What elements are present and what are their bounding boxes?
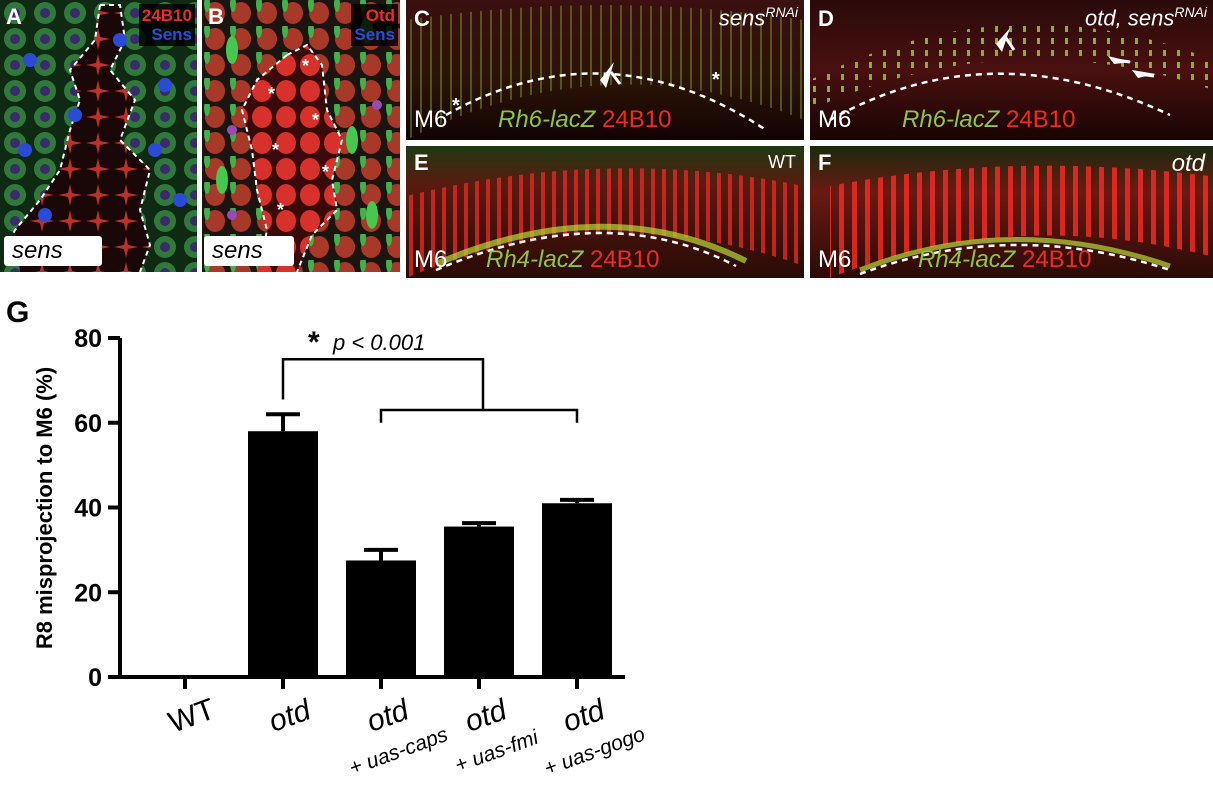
panel-b-stain-blue: Sens <box>354 25 395 44</box>
panel-f-layer-label: M6 <box>818 246 852 273</box>
panel-a-image: A 24B10 Sens sens <box>0 0 197 272</box>
panel-e-image: E WT M6 Rh4-lacZ 24B10 <box>406 146 804 278</box>
y-tick-label: 60 <box>74 410 102 438</box>
panel-e-reporter-gene: Rh4-lacZ <box>486 246 584 273</box>
panel-b-clone-label: sens <box>204 236 294 266</box>
panel-b-asterisk: * <box>322 162 329 182</box>
x-tick-label: otd <box>363 693 415 739</box>
panel-c-micrograph: * * <box>406 0 804 140</box>
x-tick-sublabel: + uas-gogo <box>541 723 648 781</box>
panel-d-reporter-gene: Rh6-lacZ <box>902 106 1000 133</box>
panel-d-title: otd, sensRNAi <box>1085 4 1207 31</box>
x-tick-label: otd <box>559 693 611 739</box>
x-tick-label-group: otd+ uas-caps <box>346 693 451 780</box>
significance-pvalue: p < 0.001 <box>332 330 425 355</box>
panel-e-layer-label: M6 <box>414 246 448 273</box>
x-tick-label-group: otd+ uas-gogo <box>541 693 648 781</box>
panel-g-bar-chart: G R8 misprojection to M6 (%) 0 20 40 60 80 W… <box>6 296 648 781</box>
bracket-upper <box>281 357 485 411</box>
panel-f-image: F otd M6 Rh4-lacZ 24B10 <box>810 146 1213 278</box>
panel-c-image: * * C sensRNAi M6 Rh6-lacZ 24B10 <box>406 0 804 140</box>
panel-c-reporter-gene: Rh6-lacZ <box>498 106 596 133</box>
y-tick-label: 0 <box>88 664 102 692</box>
x-tick-label-group: otd+ uas-fmi <box>452 693 543 777</box>
panel-d-letter: D <box>818 6 834 31</box>
panel-a-stain-blue: Sens <box>151 25 192 44</box>
panel-f-reporter: Rh4-lacZ 24B10 <box>918 246 1091 274</box>
significance-bracket: * p < 0.001 <box>281 326 579 423</box>
x-tick-label: otd <box>265 693 317 739</box>
panel-c-title-sup: RNAi <box>765 4 798 20</box>
panel-c-reporter-ab: 24B10 <box>602 106 672 133</box>
bar <box>542 503 612 677</box>
panel-b-stain-red: Otd <box>365 6 395 25</box>
panel-b-asterisk: * <box>277 200 284 220</box>
panel-f-micrograph <box>810 146 1213 278</box>
panel-a-letter: A <box>6 4 22 29</box>
panel-d-layer-label: M6 <box>818 106 852 133</box>
panel-e-micrograph <box>406 146 804 278</box>
panel-e-title: WT <box>768 152 796 172</box>
panel-c-title-text: sens <box>718 5 766 31</box>
x-tick-label-group: WT <box>164 693 219 740</box>
panel-a-stain-red: 24B10 <box>141 6 192 25</box>
bracket-lower <box>379 408 579 423</box>
x-tick-sublabel: + uas-caps <box>346 723 451 780</box>
panel-c-letter: C <box>414 6 430 31</box>
significance-star: * <box>308 326 320 359</box>
panel-f-title: otd <box>1171 150 1205 177</box>
x-tick-sublabel: + uas-fmi <box>452 725 543 777</box>
svg-text:*: * <box>452 95 460 117</box>
panel-f-reporter-ab: 24B10 <box>1022 246 1092 273</box>
x-tick-label: otd <box>461 693 513 739</box>
x-tick-label-group: otd <box>265 693 317 739</box>
y-tick-label: 80 <box>74 325 102 353</box>
y-tick-label: 20 <box>74 579 102 607</box>
chart-bars <box>248 412 612 677</box>
panel-c-title: sensRNAi <box>719 4 798 31</box>
panel-d-micrograph <box>810 0 1213 140</box>
panel-b-asterisk: * <box>312 110 319 130</box>
y-tick-label: 40 <box>74 495 102 523</box>
panel-e-reporter-ab: 24B10 <box>590 246 660 273</box>
bar <box>444 526 514 677</box>
panel-d-reporter-ab: 24B10 <box>1006 106 1076 133</box>
panel-f-reporter-gene: Rh4-lacZ <box>918 246 1016 273</box>
panel-b-asterisk: * <box>268 84 275 104</box>
panel-c-reporter: Rh6-lacZ 24B10 <box>498 106 671 134</box>
panel-g-letter: G <box>6 296 29 329</box>
panel-b-stain-legend: Otd Sens <box>351 4 398 46</box>
panel-b-asterisk: * <box>272 140 279 160</box>
panel-d-title-text: otd, sens <box>1085 5 1175 31</box>
panel-b-image: * * * * * * B Otd Sens sens <box>202 0 400 272</box>
bar <box>346 560 416 677</box>
panel-a-stain-legend: 24B10 Sens <box>138 4 195 46</box>
panel-c-layer-label: M6 <box>414 106 448 133</box>
bar <box>248 431 318 677</box>
panel-e-reporter: Rh4-lacZ 24B10 <box>486 246 659 274</box>
panel-b-micrograph: * * * * * * <box>202 0 400 272</box>
panel-b-letter: B <box>208 4 224 29</box>
x-tick-label: WT <box>164 693 219 740</box>
panel-d-image: D otd, sensRNAi M6 Rh6-lacZ 24B10 <box>810 0 1213 140</box>
svg-text:*: * <box>712 69 720 91</box>
panel-b-asterisk: * <box>302 56 309 76</box>
panel-d-reporter: Rh6-lacZ 24B10 <box>902 106 1075 134</box>
panel-f-letter: F <box>818 150 832 175</box>
panel-e-letter: E <box>414 150 429 175</box>
y-axis-label: R8 misprojection to M6 (%) <box>32 367 57 649</box>
panel-a-clone-label: sens <box>4 236 102 266</box>
panel-d-title-sup: RNAi <box>1174 4 1207 20</box>
